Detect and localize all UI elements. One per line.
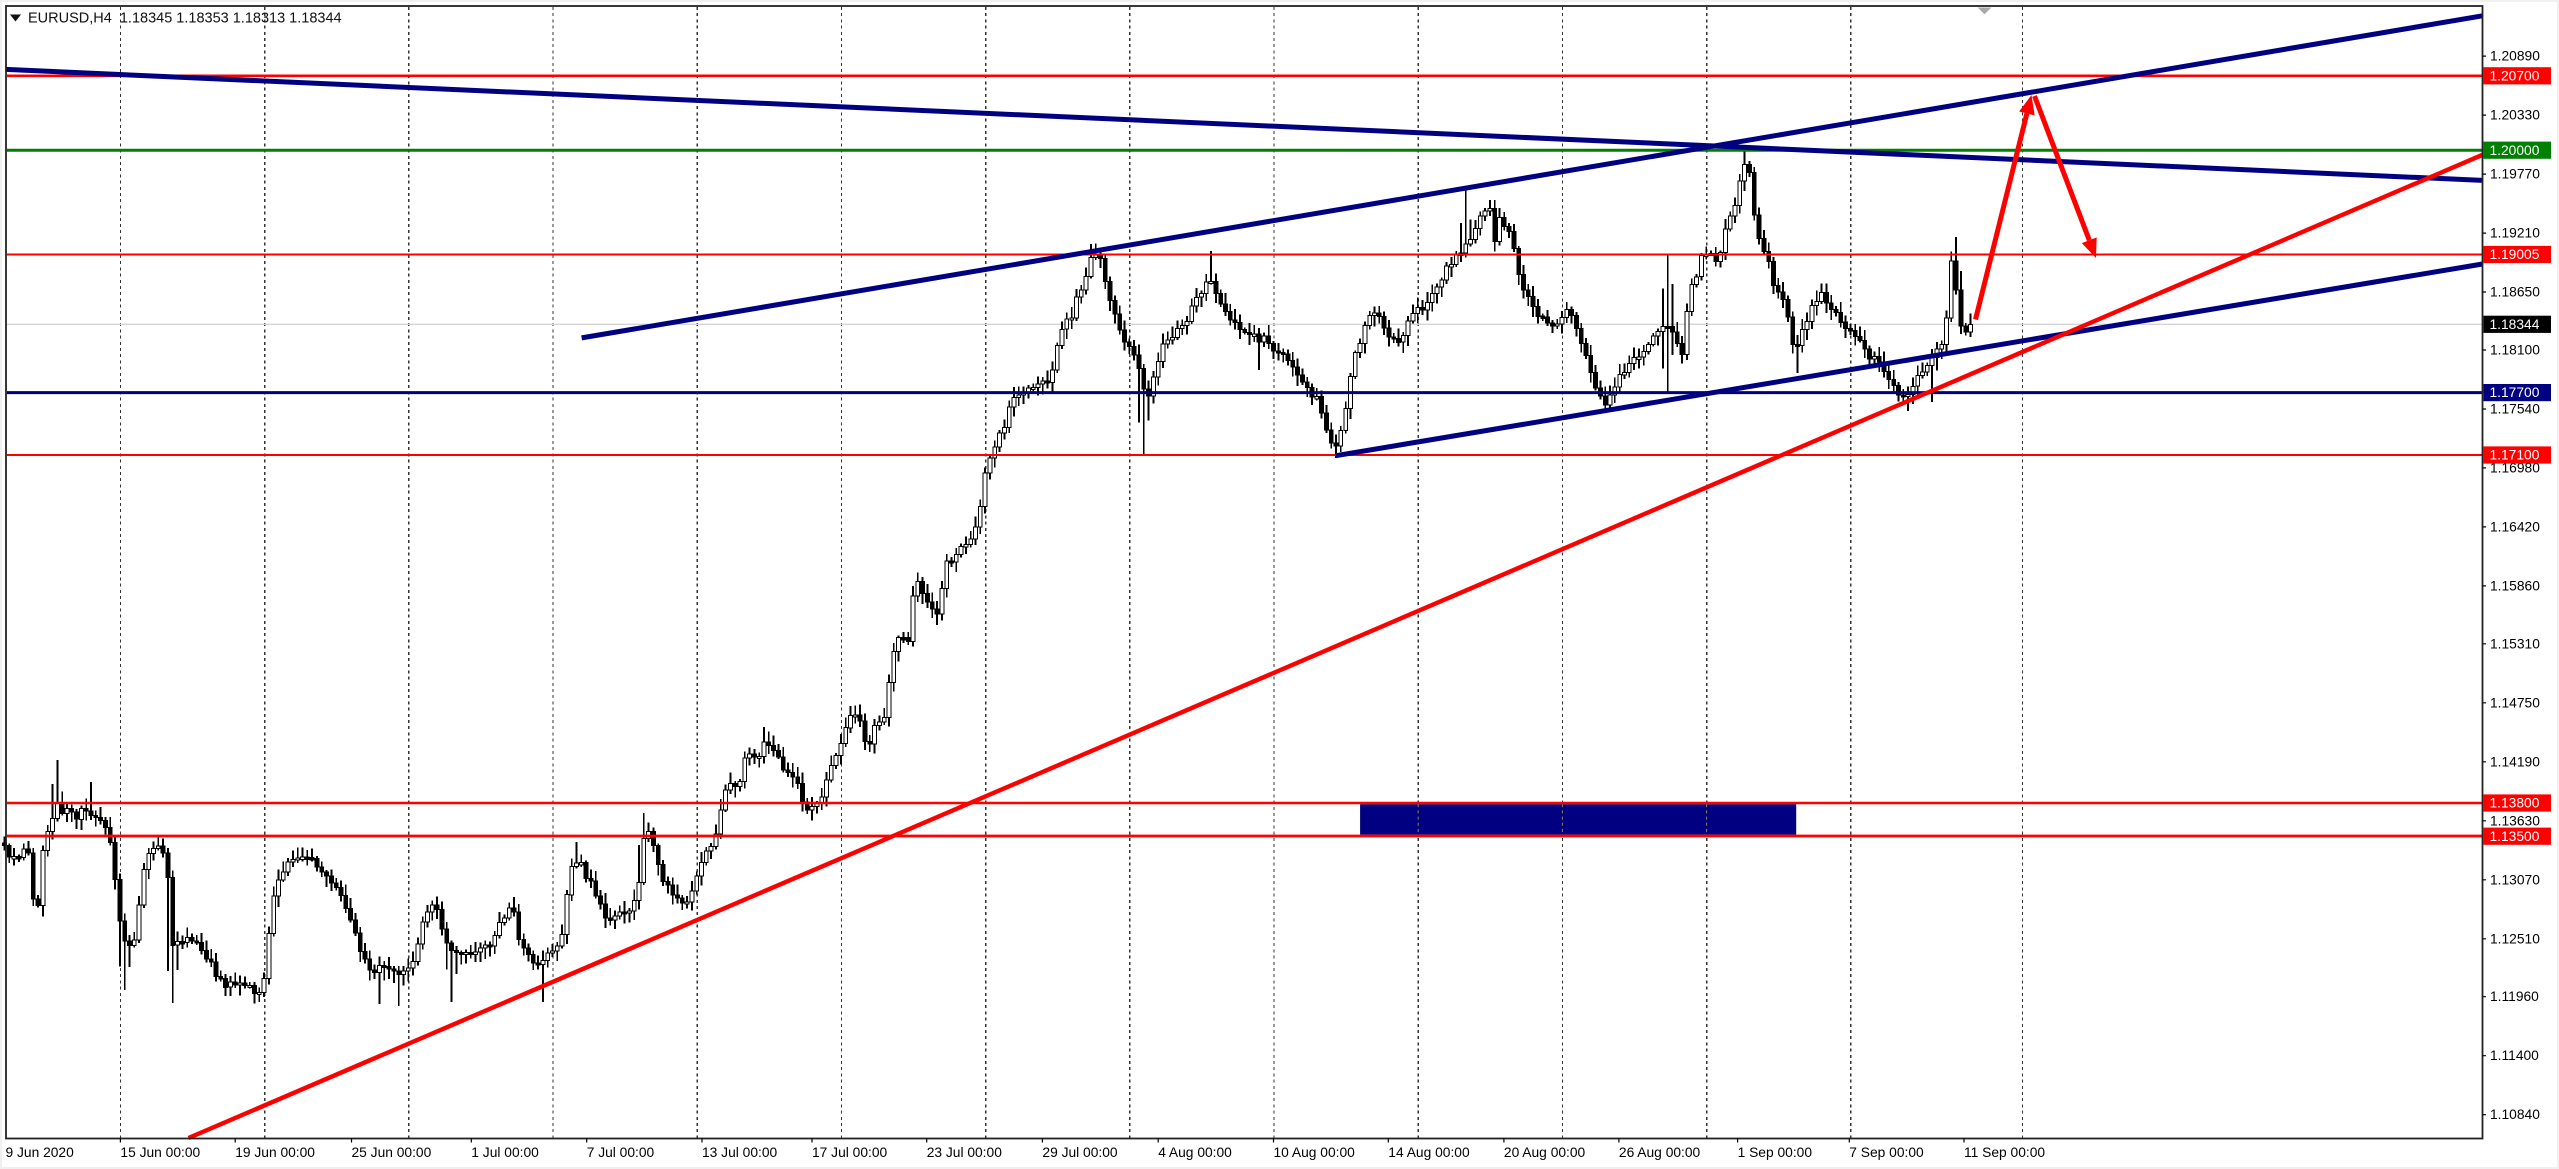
svg-text:14 Aug 00:00: 14 Aug 00:00: [1388, 1145, 1470, 1160]
svg-text:1.15860: 1.15860: [2490, 578, 2540, 593]
svg-text:1.18650: 1.18650: [2490, 285, 2540, 300]
svg-text:20 Aug 00:00: 20 Aug 00:00: [1504, 1145, 1586, 1160]
svg-text:23 Jul 00:00: 23 Jul 00:00: [927, 1145, 1003, 1160]
svg-text:26 Aug 00:00: 26 Aug 00:00: [1619, 1145, 1701, 1160]
svg-text:1.19005: 1.19005: [2490, 247, 2540, 262]
svg-text:7 Jul 00:00: 7 Jul 00:00: [587, 1145, 655, 1160]
svg-text:1.20000: 1.20000: [2490, 143, 2540, 158]
svg-text:1.13630: 1.13630: [2490, 813, 2540, 828]
svg-text:1.11960: 1.11960: [2490, 989, 2539, 1004]
svg-text:1.13800: 1.13800: [2490, 796, 2540, 811]
svg-text:1.14190: 1.14190: [2490, 754, 2540, 769]
svg-text:EURUSD,H4 1.18345 1.18353 1.1: EURUSD,H4 1.18345 1.18353 1.18313 1.1834…: [28, 11, 342, 27]
svg-text:19 Jun 00:00: 19 Jun 00:00: [235, 1145, 315, 1160]
svg-text:1.18344: 1.18344: [2490, 317, 2540, 332]
svg-text:9 Jun 2020: 9 Jun 2020: [6, 1145, 75, 1160]
svg-text:1 Sep 00:00: 1 Sep 00:00: [1738, 1145, 1813, 1160]
svg-text:10 Aug 00:00: 10 Aug 00:00: [1274, 1145, 1356, 1160]
svg-text:1.19210: 1.19210: [2490, 226, 2540, 241]
svg-text:1.10840: 1.10840: [2490, 1107, 2540, 1122]
svg-text:17 Jul 00:00: 17 Jul 00:00: [812, 1145, 888, 1160]
svg-text:1.13070: 1.13070: [2490, 872, 2540, 887]
svg-text:25 Jun 00:00: 25 Jun 00:00: [352, 1145, 432, 1160]
svg-text:1.19770: 1.19770: [2490, 167, 2540, 182]
svg-text:13 Jul 00:00: 13 Jul 00:00: [702, 1145, 778, 1160]
svg-text:1.20700: 1.20700: [2490, 68, 2540, 83]
svg-text:1.13500: 1.13500: [2490, 829, 2540, 844]
svg-text:1.20330: 1.20330: [2490, 108, 2540, 123]
svg-text:1.17540: 1.17540: [2490, 402, 2540, 417]
svg-text:1.18100: 1.18100: [2490, 343, 2540, 358]
svg-text:1.17100: 1.17100: [2490, 448, 2540, 463]
svg-text:1.16980: 1.16980: [2490, 460, 2540, 475]
svg-text:1.11400: 1.11400: [2490, 1048, 2539, 1063]
svg-text:1.14750: 1.14750: [2490, 695, 2540, 710]
svg-text:11 Sep 00:00: 11 Sep 00:00: [1964, 1145, 2045, 1160]
svg-text:1.15310: 1.15310: [2490, 636, 2540, 651]
svg-text:7 Sep 00:00: 7 Sep 00:00: [1849, 1145, 1924, 1160]
svg-text:1.12510: 1.12510: [2490, 931, 2540, 946]
svg-text:15 Jun 00:00: 15 Jun 00:00: [120, 1145, 200, 1160]
svg-text:1.16420: 1.16420: [2490, 519, 2540, 534]
svg-text:4 Aug 00:00: 4 Aug 00:00: [1158, 1145, 1232, 1160]
svg-text:1.17700: 1.17700: [2490, 385, 2540, 400]
svg-text:1 Jul 00:00: 1 Jul 00:00: [471, 1145, 539, 1160]
svg-text:1.20890: 1.20890: [2490, 49, 2540, 64]
svg-text:29 Jul 00:00: 29 Jul 00:00: [1042, 1145, 1118, 1160]
